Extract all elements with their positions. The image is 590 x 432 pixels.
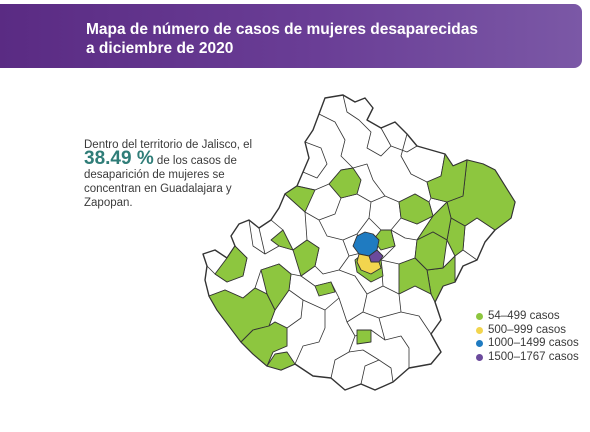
municipality-green <box>356 329 372 345</box>
legend-swatch <box>476 326 483 334</box>
legend-label: 1500–1767 casos <box>488 350 579 363</box>
municipality-green <box>328 167 362 199</box>
municipalities-green <box>208 153 516 371</box>
legend-item: 1500–1767 casos <box>476 351 579 365</box>
municipality-green <box>240 321 288 367</box>
title-line-1: Mapa de número de casos de mujeres desap… <box>86 21 478 38</box>
legend-label: 54–499 casos <box>488 310 560 322</box>
callout-line-5: Zapopan. <box>84 197 133 209</box>
legend: 54–499 casos 500–999 casos 1000–1499 casos… <box>476 310 579 364</box>
municipality-green <box>292 239 320 277</box>
legend-item: 54–499 casos <box>476 310 579 324</box>
callout-text: Dentro del territorio de Jalisco, el 38.… <box>84 138 279 210</box>
legend-swatch <box>476 340 483 348</box>
municipality-green <box>426 255 456 303</box>
callout-after-percent: de los casos de <box>153 155 237 167</box>
legend-swatch <box>476 313 483 321</box>
legend-swatch <box>476 353 483 361</box>
page-title: Mapa de número de casos de mujeres desap… <box>86 20 556 58</box>
jalisco-municipalities-map <box>202 94 516 391</box>
callout-percent: 38.49 % <box>84 148 154 169</box>
municipality-green <box>398 193 434 225</box>
municipality-green <box>214 245 248 283</box>
municipality-green <box>284 185 316 213</box>
callout-line-1: Dentro del territorio de Jalisco, el <box>84 139 253 151</box>
legend-item: 500–999 casos <box>476 324 579 338</box>
legend-label: 1000–1499 casos <box>488 337 579 349</box>
municipality-green <box>266 351 296 371</box>
callout-line-4: concentran en Guadalajara y <box>84 183 232 195</box>
title-banner: Mapa de número de casos de mujeres desap… <box>0 4 582 68</box>
callout-line-2: 38.49 % de los casos de <box>84 149 279 168</box>
municipality-yellow <box>356 253 382 275</box>
municipality-green <box>270 229 294 251</box>
title-line-2: a diciembre de 2020 <box>86 40 234 57</box>
municipality-green <box>260 263 292 311</box>
legend-item: 1000–1499 casos <box>476 337 579 351</box>
callout-line-3: desaparición de mujeres se <box>84 169 225 181</box>
municipality-green <box>398 257 432 295</box>
legend-label: 500–999 casos <box>488 323 567 336</box>
municipality-green <box>314 281 336 297</box>
